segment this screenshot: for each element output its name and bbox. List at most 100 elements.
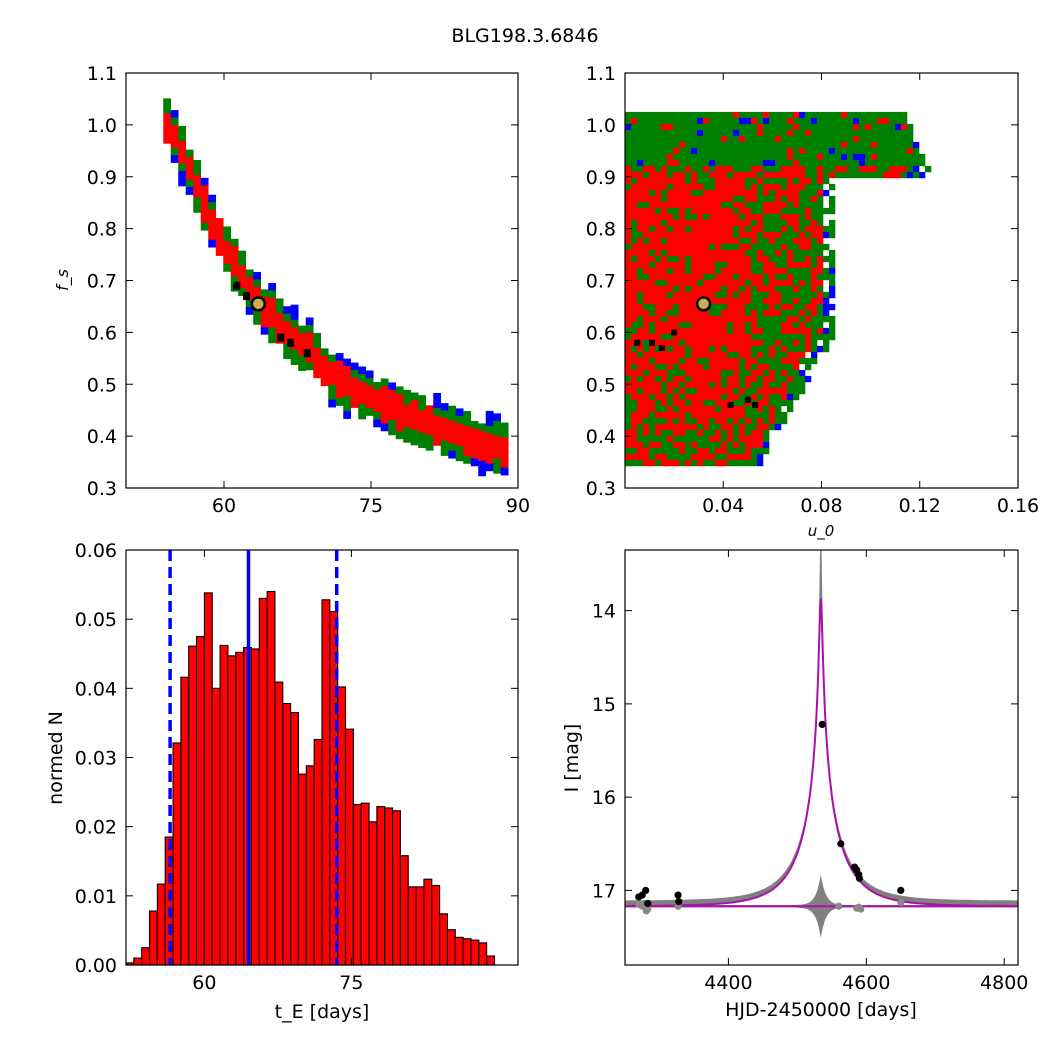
density-cell — [298, 363, 307, 371]
density-cell — [775, 375, 782, 383]
density-cell — [358, 366, 367, 375]
density-cell — [631, 315, 638, 323]
density-cell — [829, 219, 836, 227]
density-cell — [781, 207, 788, 215]
residual-point — [897, 898, 905, 907]
density-cell — [805, 273, 812, 281]
density-cell — [775, 351, 782, 359]
density-cell — [631, 237, 638, 245]
density-cell — [655, 429, 662, 437]
density-cell — [775, 297, 782, 305]
density-cell — [895, 129, 902, 137]
density-cell — [811, 357, 818, 365]
density-cell — [919, 159, 926, 167]
density-cell — [787, 153, 794, 161]
density-cell — [739, 297, 746, 305]
density-cell — [751, 267, 758, 275]
density-cell — [715, 393, 722, 401]
density-cell — [691, 363, 698, 371]
density-cell — [739, 195, 746, 203]
density-cell — [643, 333, 650, 341]
density-cell — [733, 129, 740, 137]
density-cell — [757, 423, 764, 431]
density-cell — [817, 315, 824, 323]
density-cell — [721, 243, 728, 251]
density-cell — [208, 239, 217, 248]
density-cell — [703, 351, 710, 359]
density-cell — [877, 153, 884, 161]
density-cell — [260, 289, 269, 298]
density-cell — [769, 207, 776, 215]
density-cell — [637, 219, 644, 227]
density-cell — [685, 315, 692, 323]
density-cell — [793, 267, 800, 275]
density-cell — [811, 297, 818, 305]
density-cell — [775, 291, 782, 299]
density-cell — [721, 315, 728, 323]
density-cell — [757, 225, 764, 233]
density-cell — [643, 327, 650, 335]
density-cell — [907, 165, 914, 173]
density-cell — [679, 183, 686, 191]
density-cell — [170, 125, 179, 133]
density-cell — [913, 171, 920, 179]
density-cell — [745, 291, 752, 299]
density-cell — [685, 255, 692, 263]
density-cell — [739, 183, 746, 191]
density-cell — [631, 447, 638, 455]
density-cell — [745, 255, 752, 263]
density-cell — [637, 291, 644, 299]
density-cell — [781, 213, 788, 221]
density-cell — [388, 412, 397, 421]
density-cell — [769, 327, 776, 335]
density-cell — [697, 315, 704, 323]
density-cell — [727, 219, 734, 227]
density-cell — [649, 327, 656, 335]
density-cell — [877, 147, 884, 155]
density-cell — [781, 189, 788, 197]
density-cell — [799, 249, 806, 257]
density-cell — [709, 417, 716, 425]
density-cell — [275, 328, 284, 337]
histogram-bar — [274, 681, 284, 966]
density-cell — [631, 135, 638, 143]
density-cell — [679, 405, 686, 413]
density-cell — [485, 463, 494, 472]
density-cell — [763, 297, 770, 305]
density-cell — [859, 165, 866, 173]
density-cell — [715, 399, 722, 407]
density-cell — [823, 231, 830, 239]
density-cell — [733, 267, 740, 275]
density-cell — [763, 429, 770, 437]
density-cell — [883, 135, 890, 143]
density-cell — [805, 117, 812, 125]
density-cell — [320, 355, 329, 364]
density-cell — [763, 291, 770, 299]
density-cell — [757, 117, 764, 125]
density-cell — [667, 405, 674, 413]
density-cell — [709, 177, 716, 185]
density-cell — [781, 255, 788, 263]
density-cell — [769, 231, 776, 239]
density-cell — [721, 399, 728, 407]
density-cell — [787, 225, 794, 233]
density-cell — [823, 177, 830, 185]
density-cell — [781, 387, 788, 395]
density-cell — [817, 261, 824, 269]
density-cell — [727, 141, 734, 149]
density-cell — [751, 117, 758, 125]
density-cell — [763, 315, 770, 323]
density-cell — [625, 447, 632, 455]
density-cell — [745, 423, 752, 431]
density-cell — [721, 417, 728, 425]
density-cell — [637, 189, 644, 197]
density-cell — [739, 429, 746, 437]
y-tick-label: 0.8 — [586, 219, 616, 241]
density-cell — [631, 159, 638, 167]
density-cell — [703, 333, 710, 341]
density-cell — [787, 165, 794, 173]
density-cell — [727, 213, 734, 221]
density-cell — [667, 333, 674, 341]
density-cell — [835, 141, 842, 149]
density-cell — [703, 237, 710, 245]
